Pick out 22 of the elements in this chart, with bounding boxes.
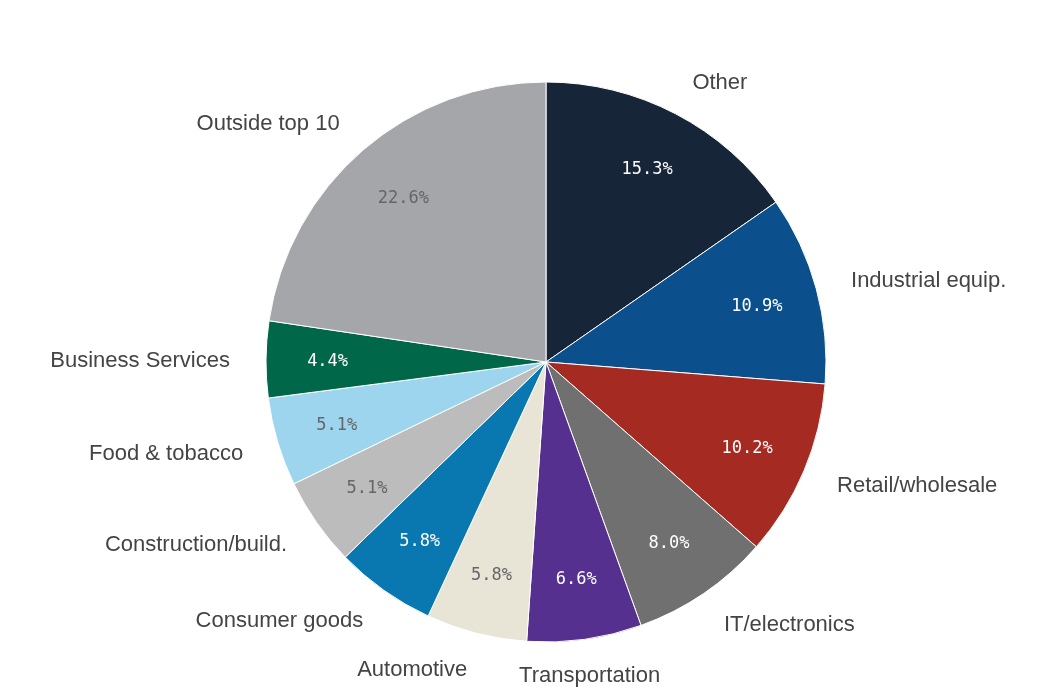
data-label: 4.4% (307, 349, 349, 370)
data-label: 8.0% (648, 532, 690, 553)
data-label: 6.6% (555, 568, 597, 589)
data-label: 22.6% (377, 186, 429, 207)
slice-label: Retail/wholesale (837, 472, 998, 498)
slice-label: Industrial equip. (851, 266, 1007, 292)
data-label: 5.8% (471, 563, 513, 584)
slice-label: Construction/build. (104, 530, 288, 556)
data-label: 5.1% (346, 477, 388, 498)
data-label: 5.8% (399, 530, 441, 551)
slice-label: Other (692, 69, 748, 95)
slice-label: Transportation (519, 662, 661, 688)
data-label: 5.1% (316, 414, 358, 435)
slice-label: Automotive (357, 655, 468, 681)
slice-label: Outside top 10 (196, 110, 340, 136)
slice-label: IT/electronics (723, 610, 855, 636)
data-label: 10.9% (731, 294, 783, 315)
slice-label: Business Services (50, 346, 231, 372)
data-label: 10.2% (721, 437, 773, 458)
slice-label: Food & tobacco (89, 439, 244, 465)
data-label: 15.3% (621, 158, 673, 179)
slice-label: Consumer goods (195, 607, 364, 633)
